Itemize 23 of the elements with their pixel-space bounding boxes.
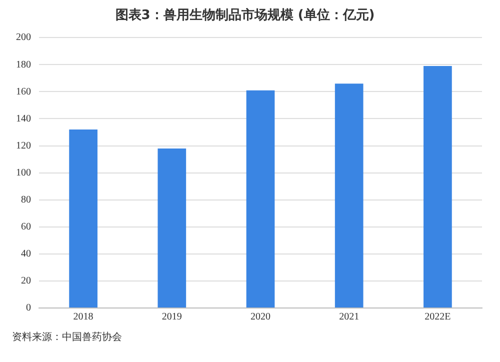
y-tick-label: 0 — [26, 302, 31, 314]
bar — [69, 130, 98, 308]
y-tick-label: 80 — [21, 194, 31, 206]
y-tick-label: 40 — [21, 248, 31, 260]
x-tick-label: 2021 — [339, 312, 360, 323]
text: 资料来源：中国兽药协会 — [12, 330, 123, 344]
x-tick-label: 2018 — [73, 312, 94, 323]
y-tick-label: 100 — [16, 167, 31, 178]
bar — [246, 90, 275, 308]
y-tick-label: 180 — [16, 59, 31, 70]
chart-title: 图表3：兽用生物制品市场规模 (单位：亿元) — [115, 7, 375, 24]
y-tick-label: 140 — [16, 113, 31, 124]
y-tick-label: 20 — [21, 276, 31, 287]
x-tick-label: 2019 — [162, 312, 182, 323]
y-tick-label: 60 — [21, 222, 31, 233]
bar — [158, 148, 186, 308]
y-tick-label: 160 — [16, 86, 31, 98]
x-tick-label: 2020 — [250, 312, 270, 323]
x-tick-label: 2022E — [424, 312, 451, 323]
y-tick-label: 200 — [16, 32, 31, 44]
bar — [424, 66, 452, 308]
bar — [334, 84, 364, 308]
y-tick-label: 120 — [16, 140, 31, 152]
